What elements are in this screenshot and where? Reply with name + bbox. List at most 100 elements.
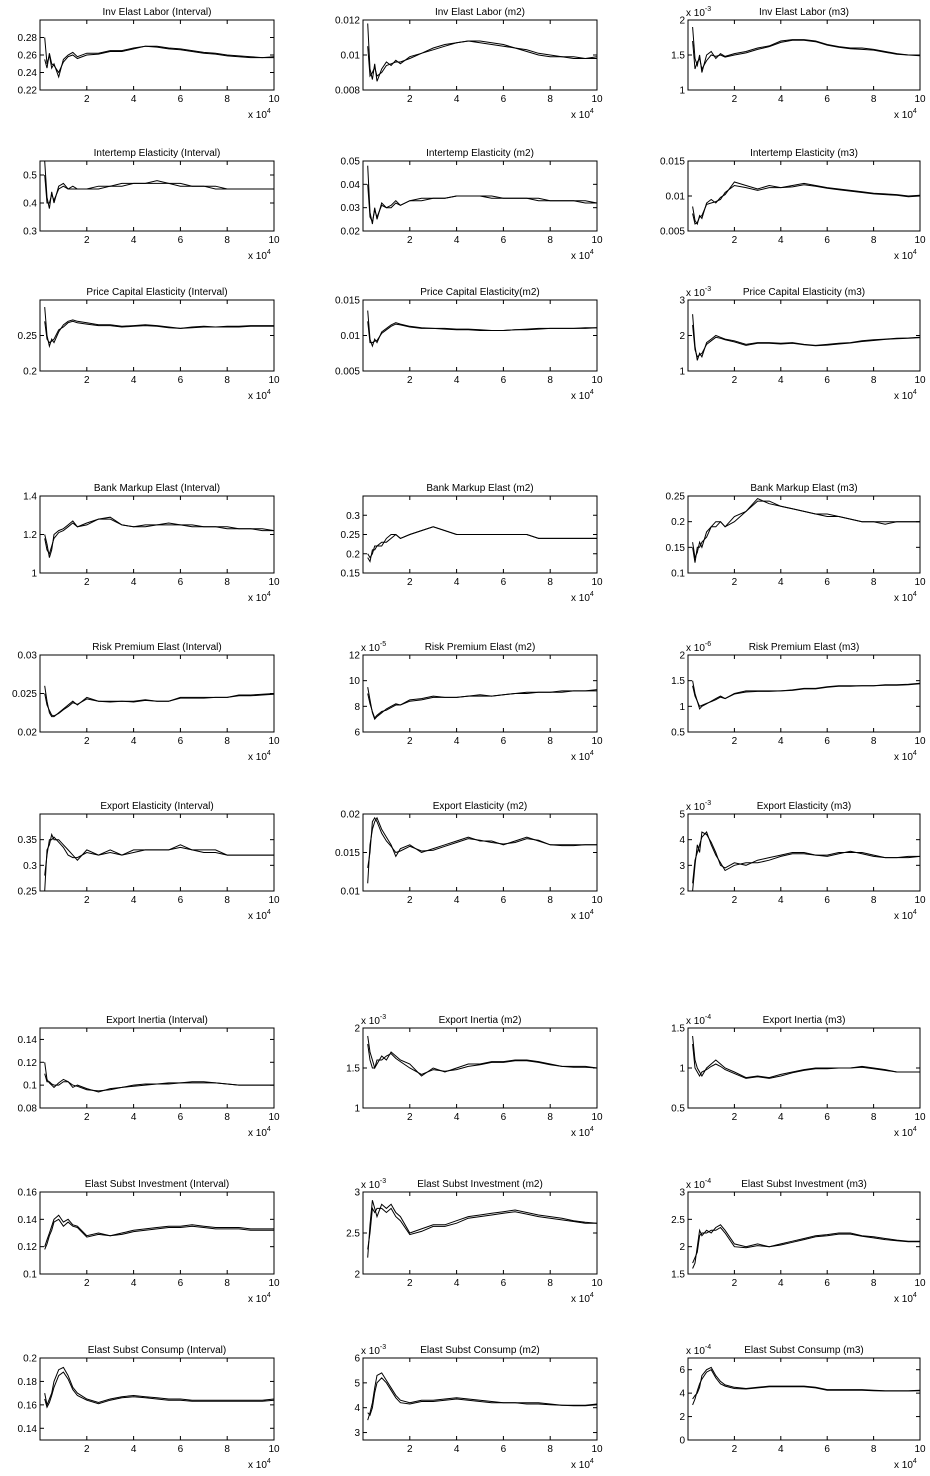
x-tick-label: 6 — [824, 577, 830, 588]
x-tick-label: 2 — [407, 736, 413, 747]
x-multiplier-exponent: 4 — [913, 1458, 917, 1465]
x-multiplier: x 104 — [571, 750, 594, 763]
series-line-1 — [692, 831, 921, 892]
x-tick-label: 10 — [268, 1278, 280, 1289]
y-multiplier-exponent: -3 — [705, 286, 711, 293]
x-tick-label: 4 — [131, 375, 137, 386]
y-tick-label: 0.05 — [341, 157, 361, 168]
y-tick-label: 1.5 — [671, 676, 685, 687]
x-multiplier: x 104 — [894, 389, 917, 402]
subplot-title: Elast Subst Investment (Interval) — [85, 1179, 230, 1190]
x-tick-label: 6 — [178, 1112, 184, 1123]
y-tick-label: 0.008 — [335, 86, 360, 97]
y-tick-label: 0.01 — [341, 887, 361, 898]
x-multiplier-base: x 10 — [571, 391, 590, 402]
y-tick-label: 1 — [679, 1064, 685, 1075]
x-tick-label: 4 — [454, 1444, 460, 1455]
x-tick-label: 6 — [824, 94, 830, 105]
x-tick-label: 4 — [778, 235, 784, 246]
x-tick-label: 8 — [547, 235, 553, 246]
y-tick-label: 0.025 — [12, 689, 37, 700]
y-tick-label: 5 — [354, 1378, 360, 1389]
x-multiplier-base: x 10 — [571, 1460, 590, 1471]
x-tick-label: 2 — [407, 1112, 413, 1123]
x-tick-label: 2 — [84, 895, 90, 906]
x-tick-label: 10 — [268, 375, 280, 386]
y-multiplier: x 10-4 — [686, 1014, 711, 1027]
y-tick-label: 0.015 — [660, 157, 685, 168]
x-tick-label: 6 — [501, 1444, 507, 1455]
x-tick-label: 6 — [501, 375, 507, 386]
x-tick-label: 8 — [547, 736, 553, 747]
x-tick-label: 10 — [268, 235, 280, 246]
x-multiplier-base: x 10 — [248, 1128, 267, 1139]
x-multiplier-base: x 10 — [894, 1460, 913, 1471]
x-multiplier-base: x 10 — [571, 752, 590, 763]
x-tick-label: 10 — [914, 375, 926, 386]
x-multiplier: x 104 — [571, 1292, 594, 1305]
x-tick-label: 4 — [454, 235, 460, 246]
x-tick-label: 4 — [454, 577, 460, 588]
subplot: Export Elasticity (m2) 0.01 0.015 0.02 2 4 6 8 1… — [335, 801, 603, 922]
y-multiplier-base: x 10 — [686, 802, 705, 813]
subplot: Export Inertia (Interval) 0.08 0.1 0.12 0.14… — [18, 1015, 280, 1139]
subplot-title: Elast Subst Consump (Interval) — [88, 1345, 226, 1356]
subplot: Bank Markup Elast (m2) 0.15 0.2 0.25 0.3 2 4 6 8… — [341, 483, 603, 604]
x-tick-label: 2 — [732, 736, 738, 747]
y-multiplier: x 10-3 — [686, 800, 711, 813]
y-tick-label: 0.08 — [18, 1104, 38, 1115]
y-multiplier-base: x 10 — [686, 8, 705, 19]
y-tick-label: 12 — [349, 651, 361, 662]
y-multiplier-exponent: -3 — [705, 800, 711, 807]
y-tick-label: 0.01 — [341, 331, 361, 342]
series-line-1 — [367, 1035, 598, 1077]
subplot-title: Price Capital Elasticity (m3) — [743, 287, 865, 298]
x-tick-label: 4 — [454, 375, 460, 386]
x-multiplier-exponent: 4 — [590, 909, 594, 916]
x-tick-label: 6 — [824, 1444, 830, 1455]
x-multiplier: x 104 — [571, 108, 594, 121]
y-tick-label: 0.16 — [18, 1400, 38, 1411]
subplot-title: Export Inertia (Interval) — [106, 1015, 208, 1026]
x-tick-label: 8 — [871, 1278, 877, 1289]
x-tick-label: 6 — [501, 1112, 507, 1123]
x-tick-label: 6 — [178, 895, 184, 906]
x-tick-label: 6 — [178, 235, 184, 246]
plot-frame — [362, 1357, 598, 1441]
x-tick-label: 10 — [591, 1112, 603, 1123]
x-tick-label: 2 — [84, 235, 90, 246]
x-tick-label: 8 — [871, 1444, 877, 1455]
series-line-1 — [367, 526, 597, 559]
y-tick-label: 0.04 — [341, 180, 361, 191]
x-tick-label: 6 — [824, 895, 830, 906]
x-tick-label: 8 — [224, 94, 230, 105]
x-tick-label: 8 — [547, 1278, 553, 1289]
y-tick-label: 2 — [679, 1412, 685, 1423]
plot-frame — [687, 813, 921, 892]
x-tick-label: 8 — [224, 1112, 230, 1123]
y-multiplier-base: x 10 — [686, 1180, 705, 1191]
y-tick-label: 0.12 — [18, 1058, 38, 1069]
series-line-2 — [692, 683, 921, 707]
y-multiplier: x 10-5 — [361, 641, 386, 654]
y-tick-label: 1 — [679, 367, 685, 378]
x-tick-label: 10 — [268, 577, 280, 588]
x-multiplier-exponent: 4 — [590, 1126, 594, 1133]
x-tick-label: 10 — [591, 577, 603, 588]
x-multiplier: x 104 — [248, 1458, 271, 1471]
x-tick-label: 2 — [407, 895, 413, 906]
y-multiplier-exponent: -3 — [380, 1178, 386, 1185]
x-tick-label: 2 — [732, 577, 738, 588]
y-tick-label: 3 — [679, 1188, 685, 1199]
y-tick-label: 4 — [354, 1403, 360, 1414]
series-line-2 — [692, 1043, 920, 1079]
x-tick-label: 4 — [778, 94, 784, 105]
x-tick-label: 6 — [178, 1444, 184, 1455]
y-multiplier-base: x 10 — [686, 288, 705, 299]
subplot: Risk Premium Elast (Interval) 0.02 0.025 0.… — [12, 642, 280, 763]
y-tick-label: 1.4 — [23, 492, 37, 503]
y-multiplier: x 10-3 — [361, 1178, 386, 1191]
x-tick-label: 8 — [224, 235, 230, 246]
x-multiplier-exponent: 4 — [913, 591, 917, 598]
